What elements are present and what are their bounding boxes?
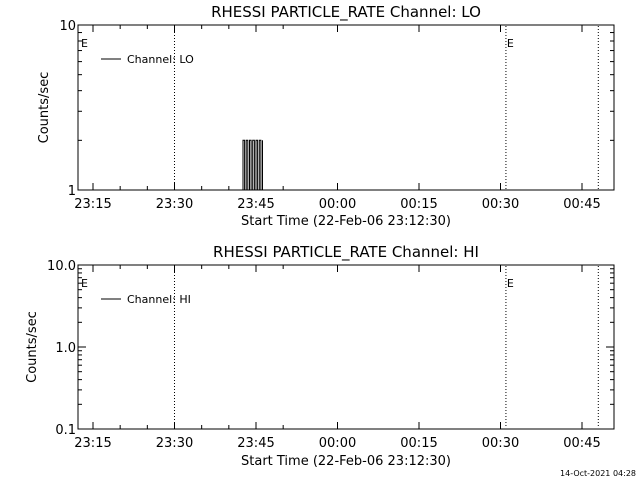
chart1-series-0-line — [241, 139, 263, 191]
chart1-legend-label: Channel: LO — [127, 53, 194, 66]
chart2-x-tick-label: 00:30 — [482, 436, 519, 451]
chart2-y-axis-label: Counts/sec — [25, 311, 40, 383]
chart1-x-tick-label: 00:00 — [319, 197, 356, 212]
chart2-y-tick-label: 1.0 — [55, 341, 76, 356]
chart2-x-tick-label: 23:15 — [74, 436, 111, 451]
chart2-x-axis-label: Start Time (22-Feb-06 23:12:30) — [241, 454, 451, 469]
chart2-x-tick-label: 00:15 — [400, 436, 437, 451]
chart1-x-axis-label: Start Time (22-Feb-06 23:12:30) — [241, 214, 451, 229]
chart2-x-tick-label: 00:45 — [563, 436, 600, 451]
chart1-x-tick-label: 00:15 — [400, 197, 437, 212]
chart1-x-tick-label: 00:45 — [563, 197, 600, 212]
chart2-event-marker-label: E — [81, 277, 88, 290]
chart1-y-tick-label: 10 — [59, 19, 76, 34]
chart1-y-axis-label: Counts/sec — [37, 72, 52, 144]
chart2-x-tick-label: 23:30 — [156, 436, 193, 451]
chart2-y-tick-label: 10.0 — [47, 259, 76, 274]
chart1-title: RHESSI PARTICLE_RATE Channel: LO — [211, 3, 481, 22]
chart2-x-tick-label: 00:00 — [319, 436, 356, 451]
chart2-legend-label: Channel: HI — [127, 293, 191, 306]
chart1-x-tick-label: 00:30 — [482, 197, 519, 212]
chart1-plot-frame — [77, 24, 615, 191]
chart2-x-tick-label: 23:45 — [237, 436, 274, 451]
chart1-x-tick-label: 23:30 — [156, 197, 193, 212]
chart1-event-marker-label: E — [507, 37, 514, 50]
footer-timestamp: 14-Oct-2021 04:28 — [560, 469, 636, 478]
chart2-event-marker-label: E — [507, 277, 514, 290]
chart1-y-tick-label: 1 — [68, 184, 76, 199]
chart1-x-tick-label: 23:15 — [74, 197, 111, 212]
chart1-x-tick-label: 23:45 — [237, 197, 274, 212]
chart2-title: RHESSI PARTICLE_RATE Channel: HI — [213, 243, 479, 262]
chart1-event-marker-label: E — [81, 37, 88, 50]
chart2-y-tick-label: 0.1 — [55, 423, 76, 438]
